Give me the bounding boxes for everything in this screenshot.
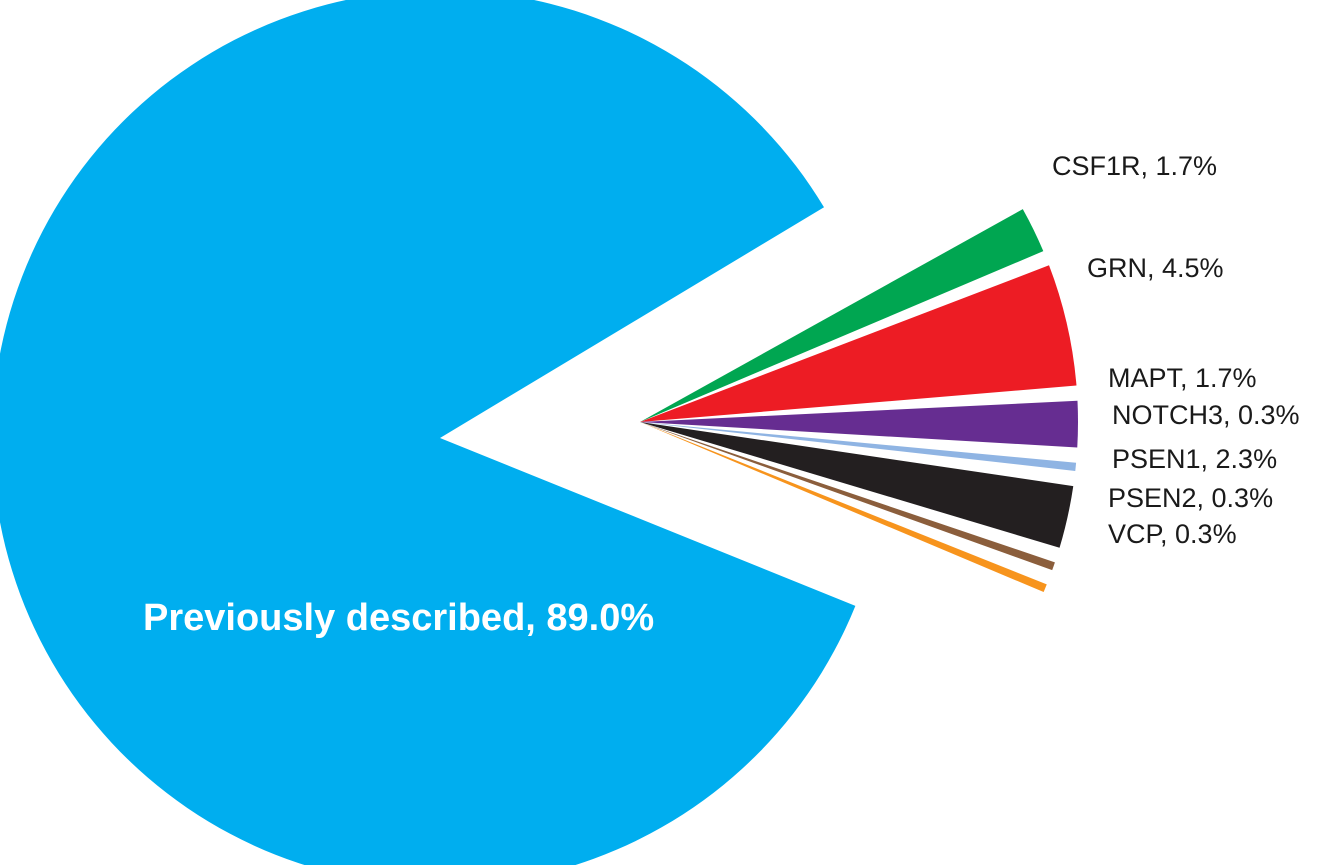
label-mapt: MAPT, 1.7% xyxy=(1108,363,1257,393)
label-psen2: PSEN2, 0.3% xyxy=(1108,483,1273,513)
slice-previously-described xyxy=(0,0,856,865)
label-psen1: PSEN1, 2.3% xyxy=(1112,444,1277,474)
slice-notch3 xyxy=(640,422,1077,471)
slice-vcp xyxy=(640,422,1047,593)
labels-layer: Previously described, 89.0% CSF1R, 1.7% … xyxy=(143,151,1300,639)
label-csf1r: CSF1R, 1.7% xyxy=(1052,151,1217,181)
label-vcp: VCP, 0.3% xyxy=(1108,519,1237,549)
slices-layer xyxy=(0,0,1079,865)
label-previously-described: Previously described, 89.0% xyxy=(143,597,654,639)
label-grn: GRN, 4.5% xyxy=(1087,253,1224,283)
slice-psen2 xyxy=(640,422,1055,571)
slice-mapt xyxy=(640,400,1079,448)
label-notch3: NOTCH3, 0.3% xyxy=(1112,400,1300,430)
slice-psen1 xyxy=(640,422,1074,548)
slice-grn xyxy=(640,265,1077,422)
slice-csf1r xyxy=(640,209,1044,422)
